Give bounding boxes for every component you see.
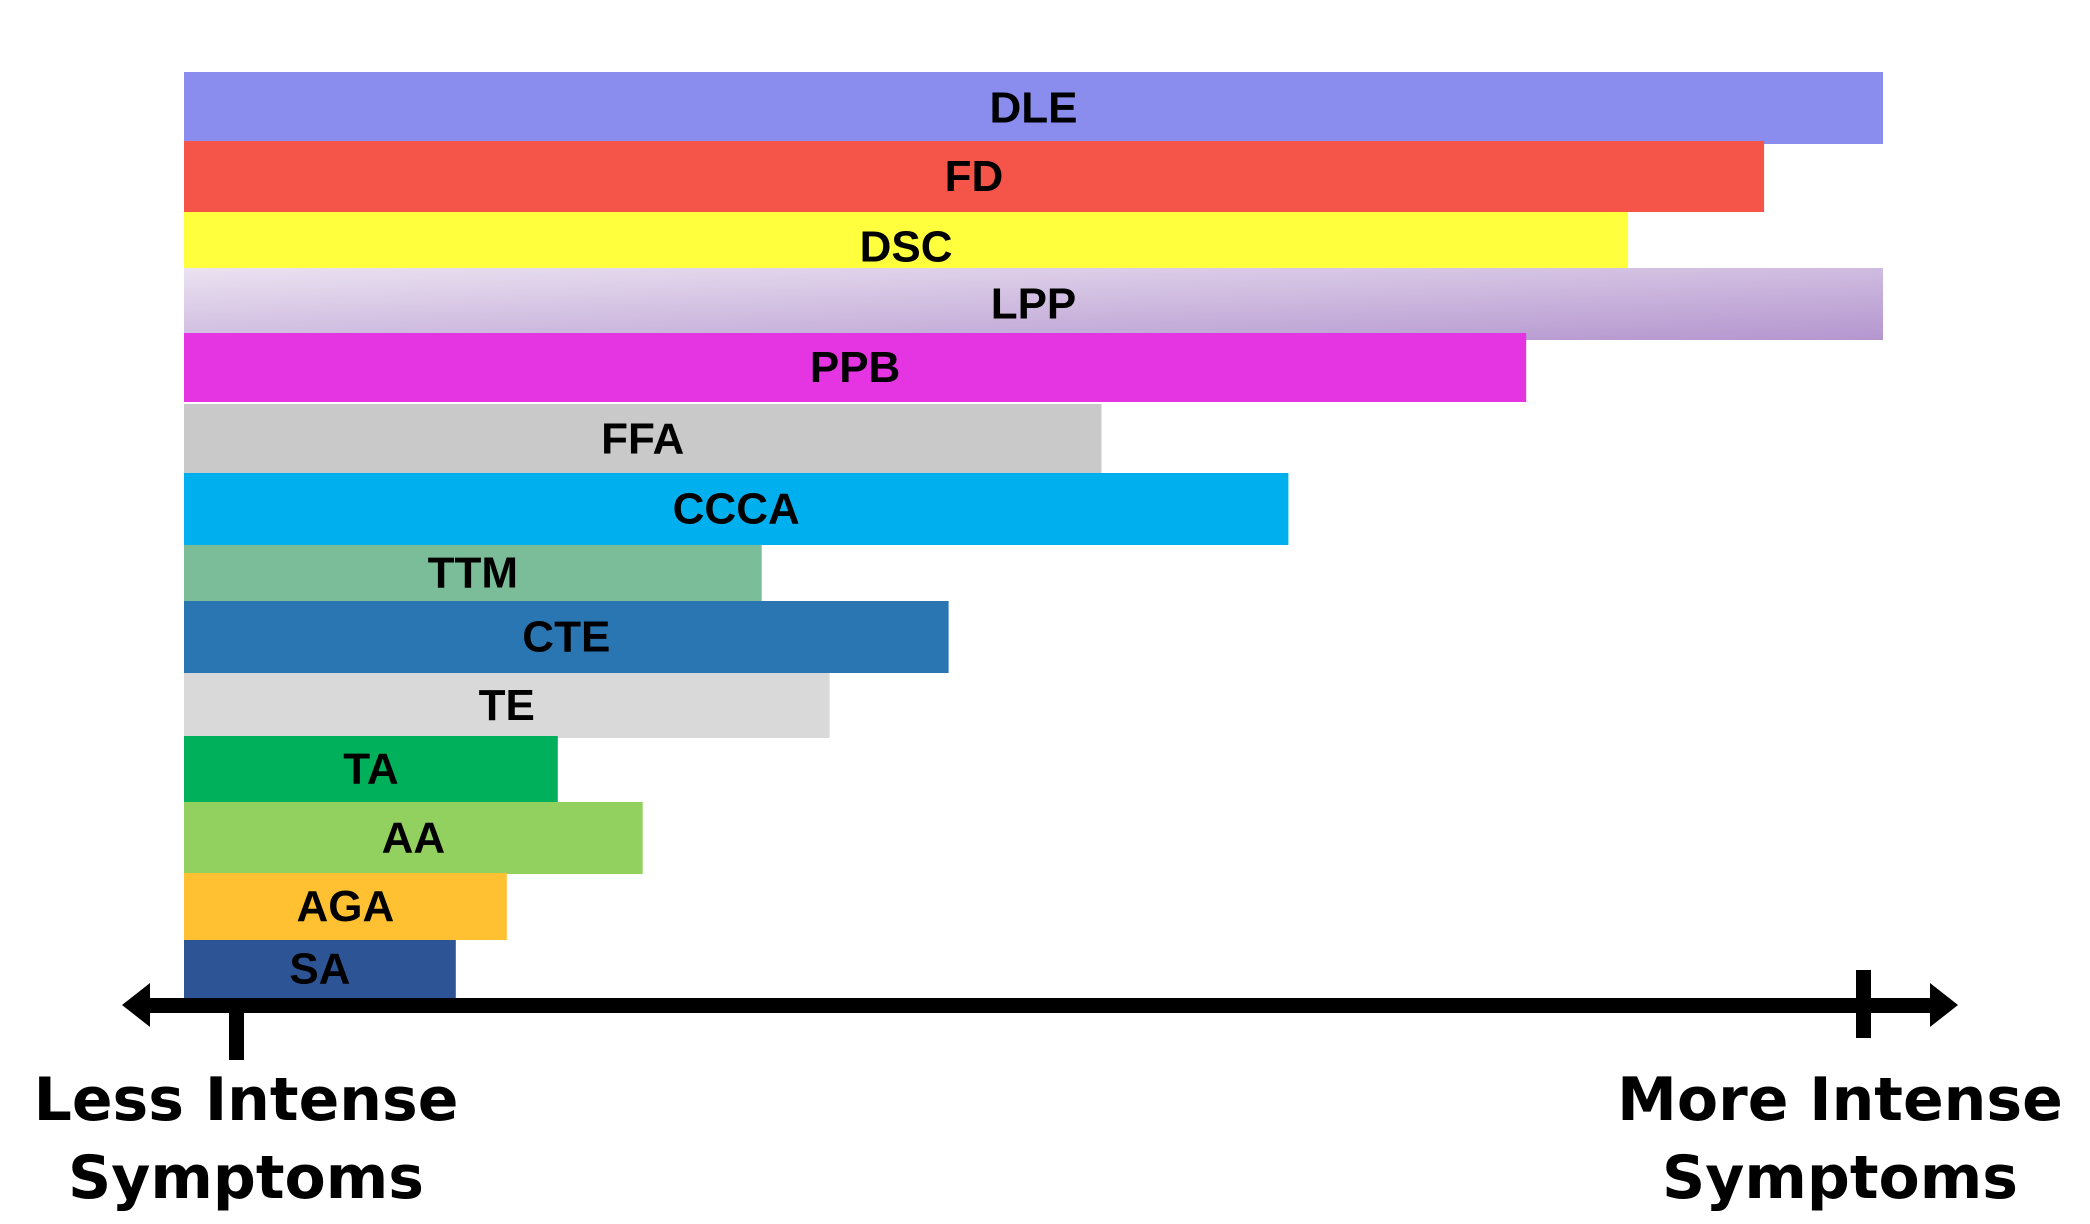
bar-ccca	[184, 473, 1289, 545]
bar-label-ppb: PPB	[810, 343, 900, 392]
bar-label-cte: CTE	[522, 613, 610, 662]
intensity-axis	[122, 970, 1958, 1060]
bar-sa	[184, 940, 456, 998]
bar-dle	[184, 72, 1883, 144]
bars-layer	[184, 72, 1883, 998]
axis-right-caption-line2: Symptoms	[1662, 1143, 2018, 1213]
bar-label-dle: DLE	[990, 84, 1078, 133]
bar-label-fd: FD	[945, 152, 1004, 201]
bar-label-sa: SA	[289, 945, 350, 994]
bar-label-ffa: FFA	[601, 415, 684, 464]
bar-ppb	[184, 333, 1527, 402]
axis-right-tick	[1856, 970, 1871, 1038]
bar-aa	[184, 802, 643, 874]
bar-cte	[184, 601, 949, 673]
axis-left-arrow-icon	[122, 983, 150, 1027]
bar-label-aga: AGA	[297, 882, 395, 931]
bar-label-ta: TA	[343, 745, 398, 794]
bar-ttm	[184, 545, 762, 601]
bar-label-dsc: DSC	[860, 223, 953, 272]
bar-label-ccca: CCCA	[673, 485, 800, 534]
bar-label-aa: AA	[382, 814, 446, 863]
axis-left-caption-line1: Less Intense	[34, 1065, 459, 1135]
bar-te	[184, 673, 830, 738]
bar-ta	[184, 736, 558, 802]
bar-label-te: TE	[479, 681, 535, 730]
axis-right-arrow-icon	[1930, 983, 1958, 1027]
bar-aga	[184, 873, 507, 940]
bar-label-lpp: LPP	[991, 280, 1077, 329]
bar-fd	[184, 141, 1765, 212]
bar-lpp	[184, 268, 1883, 340]
axis-left-caption-line2: Symptoms	[68, 1143, 424, 1213]
bar-ffa	[184, 404, 1102, 474]
axis-left-tick	[229, 1005, 244, 1060]
axis-right-caption-line1: More Intense	[1617, 1065, 2063, 1135]
bar-label-ttm: TTM	[428, 549, 518, 598]
axis-line	[140, 998, 1940, 1013]
